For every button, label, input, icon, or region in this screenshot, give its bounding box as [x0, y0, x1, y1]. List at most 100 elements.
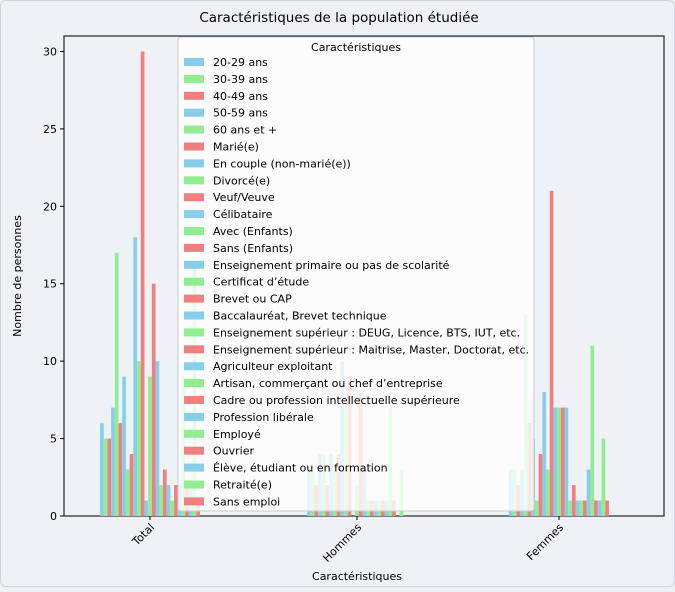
- legend-swatch: [184, 345, 204, 354]
- legend-swatch: [184, 311, 204, 320]
- bar: [111, 407, 115, 516]
- x-tick-label: Total: [129, 521, 157, 549]
- legend-swatch: [184, 227, 204, 235]
- legend-label: 30-39 ans: [213, 73, 268, 86]
- bar: [560, 407, 565, 516]
- bar: [118, 423, 123, 516]
- y-tick-label: 5: [50, 433, 57, 446]
- bar: [155, 361, 160, 516]
- legend-label: Artisan, commerçant ou chef d’entreprise: [213, 377, 443, 390]
- legend-swatch: [184, 260, 204, 269]
- legend-swatch: [184, 429, 204, 438]
- legend-swatch: [184, 277, 204, 286]
- legend-label: Baccalauréat, Brevet technique: [213, 310, 387, 323]
- legend-swatch: [184, 142, 204, 151]
- legend-swatch: [184, 328, 204, 337]
- legend-label: 40-49 ans: [213, 90, 268, 103]
- x-tick-label: Femmes: [524, 521, 566, 563]
- bar: [114, 252, 119, 516]
- bar: [174, 485, 178, 516]
- legend-label: Brevet ou CAP: [213, 293, 292, 306]
- bar: [100, 423, 104, 516]
- legend-swatch: [184, 362, 204, 371]
- bar: [594, 500, 598, 516]
- legend-box: [177, 36, 535, 512]
- legend-label: 60 ans et +: [213, 124, 277, 137]
- y-tick-label: 15: [43, 278, 57, 291]
- bar: [133, 237, 138, 516]
- legend-label: 20-29 ans: [213, 56, 268, 69]
- y-axis: 0 5 10 15 20 25 30: [43, 45, 64, 523]
- legend-label: Célibataire: [213, 208, 273, 221]
- legend-swatch: [184, 210, 204, 219]
- x-axis-label: Caractéristiques: [312, 570, 402, 583]
- legend-swatch: [184, 294, 204, 303]
- bar: [162, 469, 167, 516]
- legend: Caractéristiques 20-29 ans 30-39 ans 40-49…: [177, 36, 535, 512]
- legend-label: Cadre ou profession intellectuelle supér…: [213, 394, 460, 407]
- y-axis-label: Nombre de personnes: [11, 215, 24, 337]
- legend-label: Enseignement primaire ou pas de scolarit…: [213, 259, 450, 272]
- bar: [575, 500, 580, 516]
- legend-swatch: [184, 243, 204, 252]
- legend-label: Certificat d’étude: [213, 276, 309, 289]
- bar: [122, 376, 126, 516]
- bar: [542, 392, 547, 516]
- legend-label: 50-59 ans: [213, 107, 268, 120]
- legend-label: Profession libérale: [213, 411, 314, 424]
- legend-swatch: [184, 446, 204, 455]
- legend-label: Avec (Enfants): [213, 225, 293, 238]
- legend-label: Enseignement supérieur : DEUG, Licence, …: [213, 326, 520, 339]
- legend-label: Élève, étudiant ou en formation: [213, 462, 388, 475]
- bar: [557, 407, 561, 516]
- bar: [605, 500, 609, 516]
- bar: [159, 485, 163, 516]
- legend-label: Divorcé(e): [213, 174, 270, 187]
- y-tick-label: 0: [50, 510, 57, 523]
- legend-swatch: [184, 91, 204, 100]
- bar: [590, 345, 595, 516]
- legend-label: Agriculteur exploitant: [213, 360, 333, 373]
- bar: [534, 500, 539, 516]
- legend-swatch: [184, 58, 204, 66]
- bar: [571, 485, 576, 516]
- legend-swatch: [184, 108, 204, 117]
- legend-swatch: [184, 74, 204, 83]
- bar: [549, 190, 554, 516]
- bar: [148, 376, 152, 516]
- bar: [144, 500, 149, 516]
- legend-swatch: [184, 412, 204, 421]
- legend-title: Caractéristiques: [311, 41, 401, 54]
- legend-swatch: [184, 176, 204, 185]
- legend-label: Veuf/Veuve: [213, 191, 275, 204]
- legend-swatch: [184, 125, 204, 134]
- bar: [564, 407, 569, 516]
- x-axis: Total Hommes Femmes: [129, 516, 566, 565]
- legend-swatch: [184, 497, 204, 506]
- bar: [546, 469, 550, 516]
- legend-items: 20-29 ans 30-39 ans 40-49 ans 50-59 ans 60 a…: [184, 56, 529, 508]
- legend-label: Enseignement supérieur : Maitrise, Maste…: [213, 343, 529, 356]
- bar: [583, 500, 587, 516]
- legend-label: En couple (non-marié(e)): [213, 157, 351, 170]
- y-tick-label: 20: [43, 200, 57, 213]
- bar: [170, 500, 175, 516]
- legend-label: Marié(e): [213, 141, 259, 154]
- bar: [601, 438, 606, 516]
- bar: [107, 438, 112, 516]
- y-tick-label: 30: [43, 45, 57, 58]
- legend-label: Retraité(e): [213, 479, 272, 492]
- bar: [103, 438, 108, 516]
- legend-label: Ouvrier: [213, 445, 254, 458]
- bar: [166, 485, 171, 516]
- legend-swatch: [184, 379, 204, 388]
- x-tick-label: Hommes: [320, 521, 364, 565]
- legend-swatch: [184, 396, 204, 404]
- chart-title: Caractéristiques de la population étudié…: [199, 10, 478, 26]
- bar: [140, 51, 145, 516]
- y-tick-label: 10: [43, 355, 57, 368]
- bar: [568, 500, 572, 516]
- bar: [597, 500, 602, 516]
